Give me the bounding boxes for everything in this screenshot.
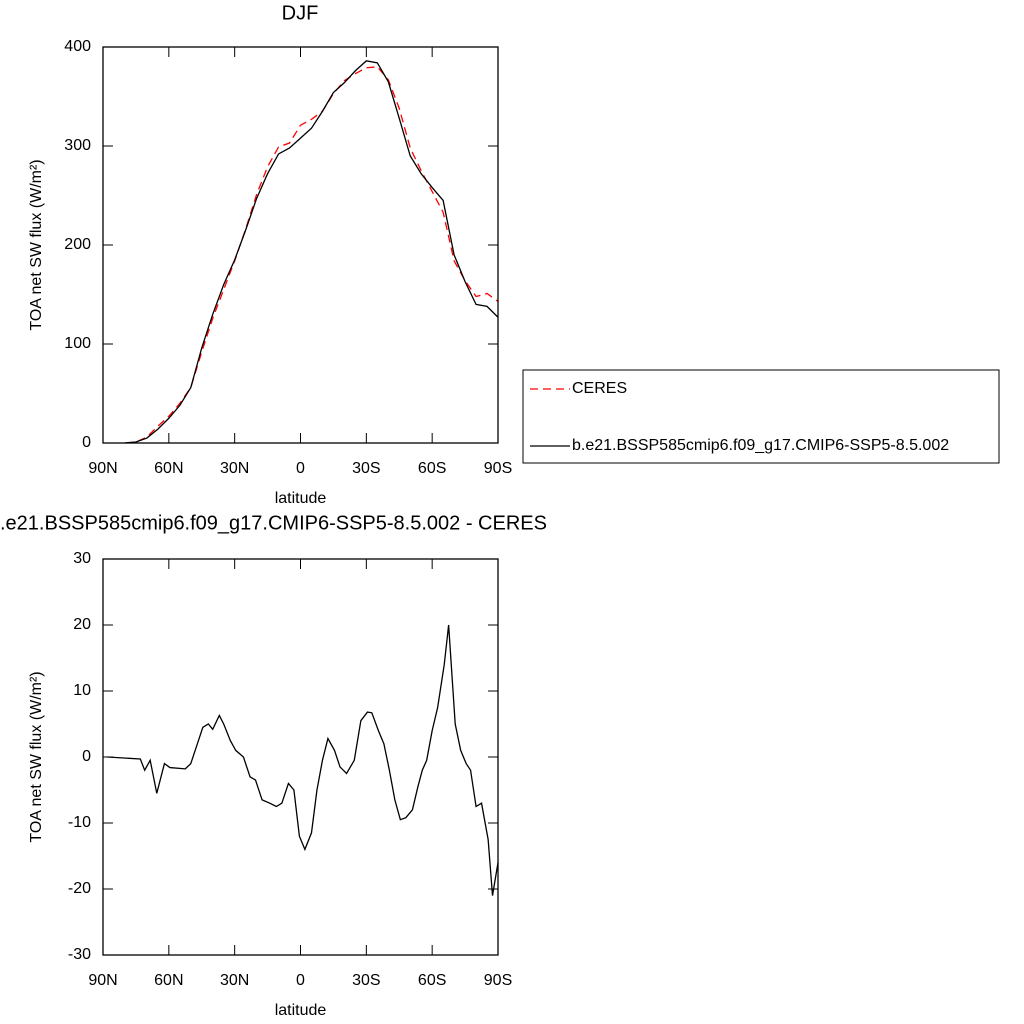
legend-label: b.e21.BSSP585cmip6.f09_g17.CMIP6-SSP5-8.… — [572, 437, 949, 454]
x-axis-label: latitude — [275, 490, 327, 507]
x-tick-label: 0 — [296, 460, 305, 477]
x-tick-label: 90N — [88, 972, 117, 989]
data-line — [124, 60, 499, 444]
x-tick-label: 90S — [484, 460, 512, 477]
y-tick-label: 0 — [82, 434, 91, 451]
x-tick-label: 60S — [418, 972, 446, 989]
x-tick-label: 30N — [220, 972, 249, 989]
plot-frame — [102, 46, 499, 444]
y-tick-label: 30 — [73, 550, 91, 567]
plot-frame — [102, 558, 499, 956]
x-tick-label: 60N — [154, 972, 183, 989]
y-tick-label: 20 — [73, 616, 91, 633]
x-tick-label: 60N — [154, 460, 183, 477]
y-axis-label: TOA net SW flux (W/m²) — [28, 159, 45, 330]
data-line — [124, 66, 499, 444]
y-tick-label: -30 — [68, 946, 91, 963]
x-axis-label: latitude — [275, 1002, 327, 1019]
x-tick-label: 0 — [296, 972, 305, 989]
y-tick-label: 200 — [64, 236, 91, 253]
y-tick-label: 400 — [64, 38, 91, 55]
legend-box — [522, 369, 1000, 464]
data-line — [107, 624, 499, 896]
y-tick-label: -10 — [68, 814, 91, 831]
y-tick-label: 0 — [82, 748, 91, 765]
legend-label: CERES — [572, 380, 627, 397]
y-tick-label: 300 — [64, 137, 91, 154]
chart-title: DJF — [282, 2, 319, 24]
x-tick-label: 30S — [352, 972, 380, 989]
x-tick-label: 30S — [352, 460, 380, 477]
chart-title: .e21.BSSP585cmip6.f09_g17.CMIP6-SSP5-8.5… — [0, 512, 547, 534]
x-tick-label: 60S — [418, 460, 446, 477]
x-tick-label: 90S — [484, 972, 512, 989]
y-tick-label: 100 — [64, 335, 91, 352]
y-axis-label: TOA net SW flux (W/m²) — [28, 671, 45, 842]
y-tick-label: -20 — [68, 880, 91, 897]
x-tick-label: 30N — [220, 460, 249, 477]
x-tick-label: 90N — [88, 460, 117, 477]
y-tick-label: 10 — [73, 682, 91, 699]
